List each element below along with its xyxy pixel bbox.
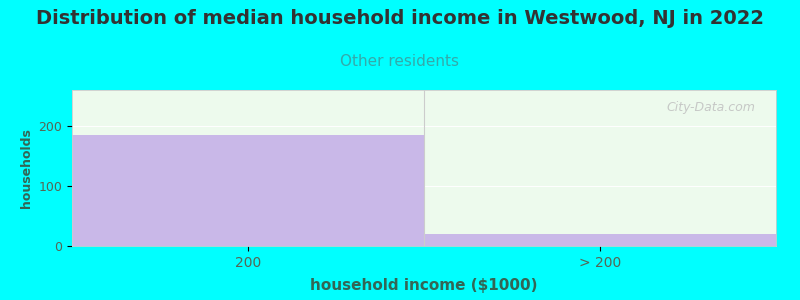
X-axis label: household income ($1000): household income ($1000) <box>310 278 538 293</box>
Text: Other residents: Other residents <box>341 54 459 69</box>
Y-axis label: households: households <box>20 128 33 208</box>
Bar <box>72 135 424 246</box>
Text: Distribution of median household income in Westwood, NJ in 2022: Distribution of median household income … <box>36 9 764 28</box>
Bar <box>424 234 776 246</box>
Text: City-Data.com: City-Data.com <box>666 101 755 114</box>
